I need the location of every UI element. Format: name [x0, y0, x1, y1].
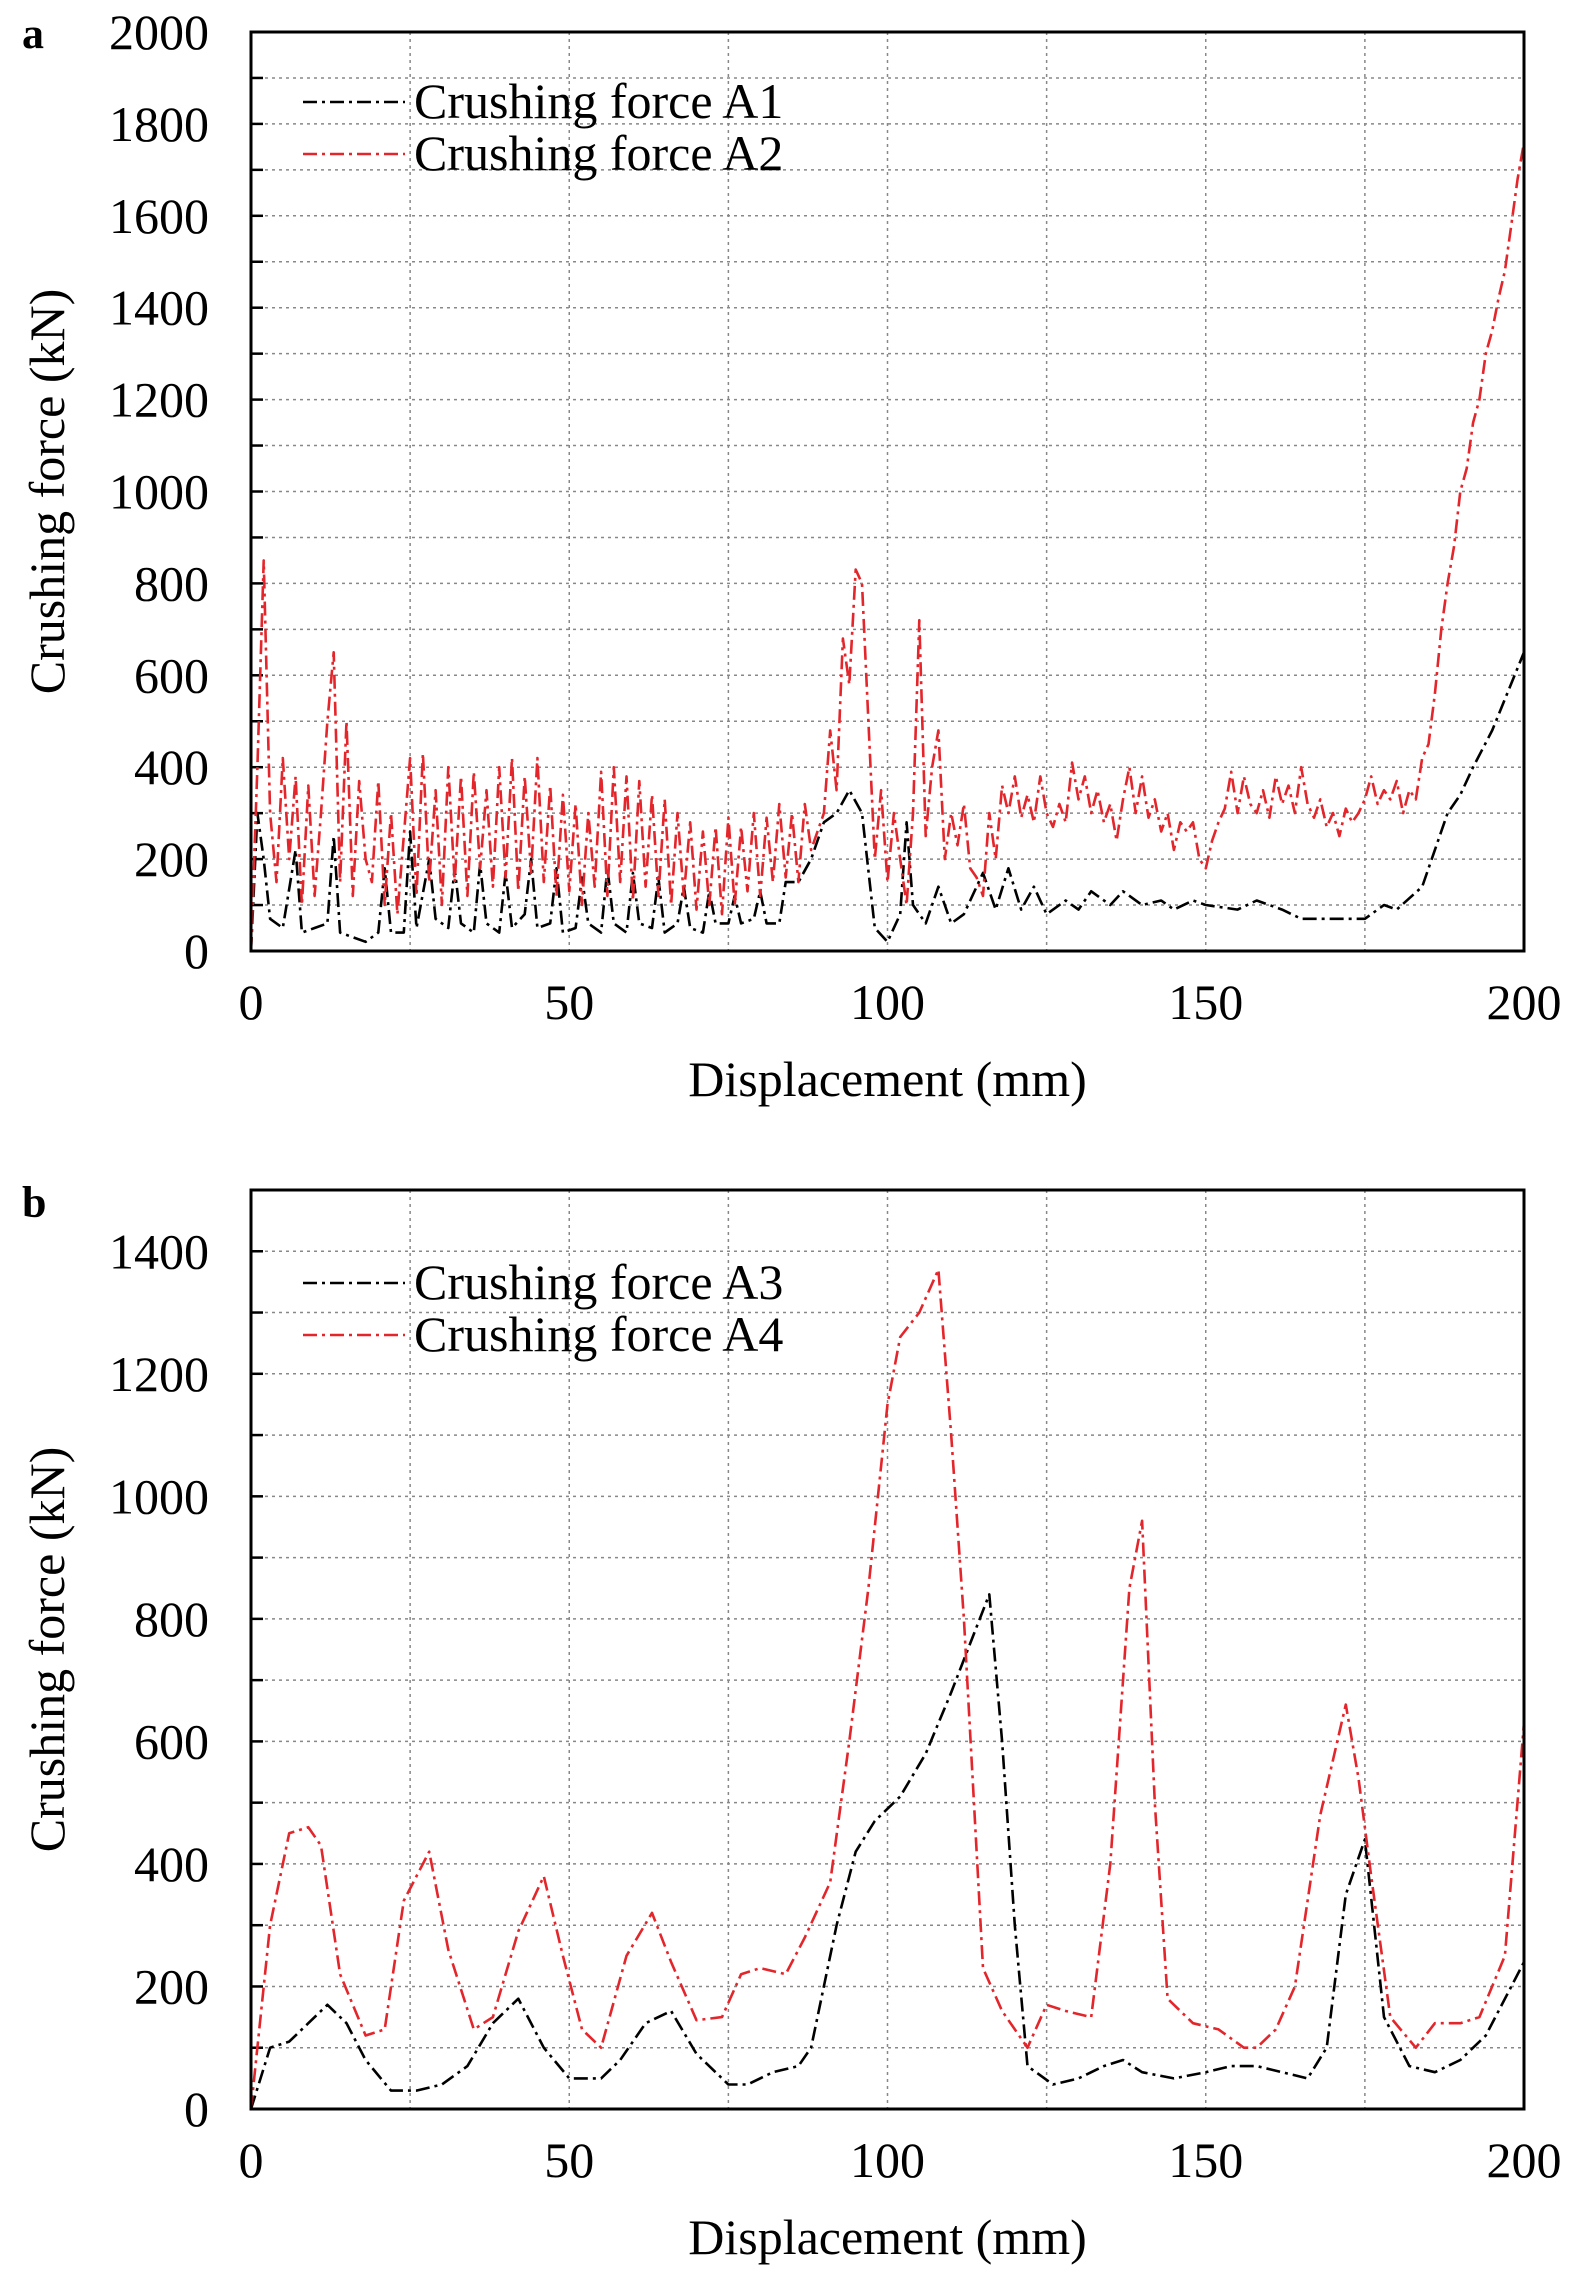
y-tick-label: 1200: [109, 1346, 209, 1402]
legend-label: Crushing force A3: [414, 1254, 783, 1310]
x-tick-label: 0: [239, 2132, 264, 2188]
chart-panel-a: 0 50 100 150 2000200400600800100012001400160…: [19, 4, 1562, 1107]
x-tick-label: 100: [850, 974, 925, 1030]
y-tick-label: 200: [134, 1958, 209, 2014]
y-tick-label: 0: [184, 2081, 209, 2137]
x-tick-label: 200: [1487, 2132, 1562, 2188]
y-tick-label: 600: [134, 1713, 209, 1769]
y-tick-label: 400: [134, 1836, 209, 1892]
y-tick-label: 1400: [109, 1223, 209, 1279]
y-tick-label: 1200: [109, 372, 209, 428]
y-tick-label: 1400: [109, 280, 209, 336]
series-line-A1: [249, 651, 1526, 952]
x-tick-label: 200: [1487, 974, 1562, 1030]
series-line-A2: [249, 142, 1526, 952]
legend-label: Crushing force A1: [414, 73, 783, 129]
y-axis-label: Crushing force (kN): [19, 1447, 75, 1852]
legend-label: Crushing force A2: [414, 125, 783, 181]
y-tick-label: 1600: [109, 188, 209, 244]
y-tick-label: 2000: [109, 4, 209, 60]
x-axis-label: Displacement (mm): [688, 1051, 1087, 1107]
y-tick-label: 1000: [109, 464, 209, 520]
series-line-A3: [249, 1593, 1526, 2110]
x-tick-label: 50: [544, 2132, 594, 2188]
y-axis-label: Crushing force (kN): [19, 289, 75, 694]
plot-frame: [249, 1188, 1526, 2111]
x-tick-label: 100: [850, 2132, 925, 2188]
y-tick-label: 0: [184, 923, 209, 979]
plot-frame: [249, 30, 1526, 953]
y-tick-label: 600: [134, 647, 209, 703]
x-tick-label: 150: [1168, 974, 1243, 1030]
y-tick-label: 1800: [109, 96, 209, 152]
y-tick-label: 800: [134, 555, 209, 611]
x-tick-label: 150: [1168, 2132, 1243, 2188]
panel-label: b: [22, 1178, 46, 1227]
y-tick-label: 800: [134, 1591, 209, 1647]
y-tick-label: 1000: [109, 1468, 209, 1524]
x-tick-label: 50: [544, 974, 594, 1030]
y-tick-label: 200: [134, 831, 209, 887]
x-tick-label: 0: [239, 974, 264, 1030]
x-axis-label: Displacement (mm): [688, 2209, 1087, 2265]
chart-panel-b: 0 50 100 150 200 0 200 400 600 800 1000 1200 1400 Dis…: [19, 1178, 1562, 2265]
panel-label: a: [22, 9, 44, 58]
legend-label: Crushing force A4: [414, 1306, 783, 1362]
y-tick-label: 400: [134, 739, 209, 795]
series-line-A4: [249, 1268, 1526, 2110]
